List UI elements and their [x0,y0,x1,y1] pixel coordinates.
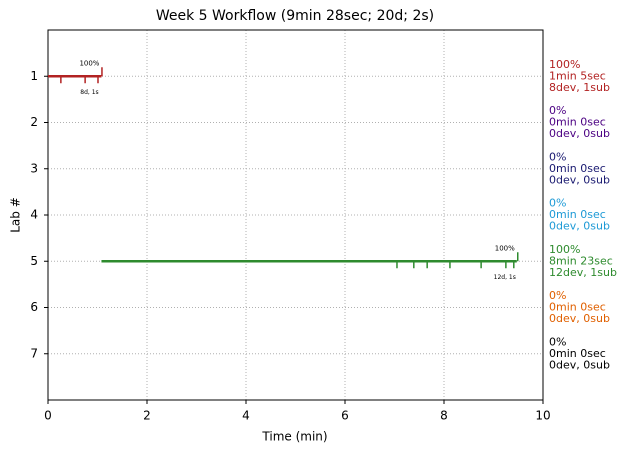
side-label: 0min 0sec [549,116,606,129]
bottom-annotation: 12d, 1s [494,274,516,281]
bottom-annotation: 8d, 1s [80,89,98,96]
side-label: 0% [549,335,566,348]
side-label: 0% [549,289,566,302]
side-label: 0dev, 0sub [549,312,610,325]
side-label: 0min 0sec [549,208,606,221]
x-tick-label: 2 [143,409,151,423]
side-label: 0dev, 0sub [549,173,610,186]
side-label: 0dev, 0sub [549,220,610,233]
side-label: 0% [549,197,566,210]
top-annotation: 100% [79,59,99,67]
y-tick-label: 5 [30,254,38,268]
plot-frame [47,29,544,401]
side-label: 1min 5sec [549,69,606,82]
side-label: 100% [549,243,580,256]
side-label: 0min 0sec [549,162,606,175]
y-tick-label: 4 [30,208,38,222]
x-axis-label: Time (min) [261,430,327,444]
y-axis-label: Lab # [9,197,23,233]
y-tick-label: 2 [30,115,38,129]
side-label: 0min 0sec [549,301,606,314]
y-tick-label: 7 [30,346,38,360]
x-tick-label: 8 [440,409,448,423]
side-label: 0% [549,104,566,117]
side-label: 12dev, 1sub [549,266,617,279]
x-tick-label: 0 [44,409,52,423]
x-tick-label: 4 [242,409,250,423]
chart-title: Week 5 Workflow (9min 28sec; 20d; 2s) [156,8,434,24]
y-tick-label: 6 [30,300,38,314]
x-tick-label: 6 [341,409,349,423]
side-label: 100% [549,58,580,71]
side-label: 0% [549,150,566,163]
side-label: 8min 23sec [549,254,613,267]
top-annotation: 100% [495,244,515,252]
side-label: 0dev, 0sub [549,358,610,371]
side-label: 0dev, 0sub [549,127,610,140]
side-label: 8dev, 1sub [549,81,610,94]
side-label: 0min 0sec [549,347,606,360]
y-tick-label: 1 [30,69,38,83]
y-tick-label: 3 [30,161,38,175]
x-tick-label: 10 [535,409,550,423]
